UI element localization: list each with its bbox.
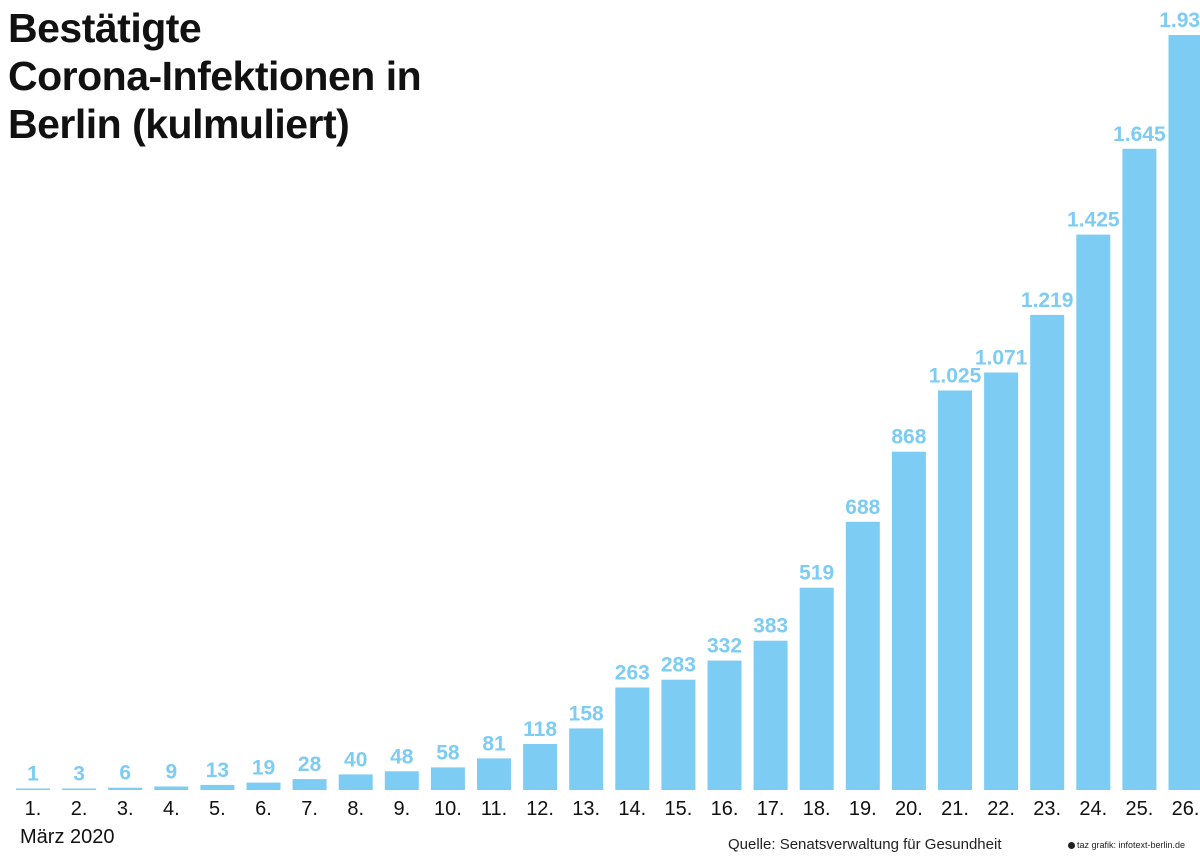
value-label-9: 48 <box>390 745 414 768</box>
bar-22 <box>984 372 1019 790</box>
bar-26 <box>1168 35 1200 790</box>
bar-4 <box>154 786 189 790</box>
value-label-5: 13 <box>206 759 229 782</box>
bar-21 <box>938 390 972 790</box>
bar-12 <box>523 744 558 790</box>
bullet-icon <box>1068 842 1075 850</box>
bar-3 <box>108 787 143 790</box>
x-tick-label-25: 25. <box>1125 798 1153 820</box>
x-tick-label-15: 15. <box>664 798 692 820</box>
value-label-21: 1.025 <box>929 365 982 388</box>
x-tick-label-26: 26. <box>1172 798 1200 820</box>
x-tick-label-13: 13. <box>572 798 600 820</box>
chart-title-line-3: Berlin (kulmuliert) <box>8 101 350 147</box>
bar-1 <box>16 788 50 790</box>
bar-8 <box>338 774 373 790</box>
value-label-10: 58 <box>436 741 460 764</box>
bar-20 <box>891 451 926 790</box>
bar-19 <box>845 521 880 790</box>
x-tick-label-11: 11. <box>481 798 507 820</box>
bar-5 <box>200 784 235 790</box>
x-tick-label-19: 19. <box>849 798 877 820</box>
bar-9 <box>384 771 419 790</box>
value-label-12: 118 <box>523 718 557 741</box>
chart-title-line-1: Bestätigte <box>8 5 202 51</box>
bar-24 <box>1076 234 1111 791</box>
x-tick-label-24: 24. <box>1079 798 1107 820</box>
bar-10 <box>430 767 465 790</box>
value-label-17: 383 <box>753 615 788 638</box>
bar-11 <box>477 758 511 790</box>
bar-16 <box>707 660 742 790</box>
bar-13 <box>569 728 604 790</box>
value-label-24: 1.425 <box>1067 209 1120 232</box>
x-tick-label-8: 8. <box>347 798 364 820</box>
x-tick-label-5: 5. <box>209 798 226 820</box>
bar-14 <box>615 687 650 790</box>
value-label-23: 1.219 <box>1021 289 1074 312</box>
x-tick-label-20: 20. <box>895 798 923 820</box>
x-tick-label-10: 10. <box>434 798 462 820</box>
x-tick-label-23: 23. <box>1033 798 1061 820</box>
chart-title-line-2: Corona-Infektionen in <box>8 53 422 99</box>
value-label-4: 9 <box>165 761 177 784</box>
bar-18 <box>799 587 834 790</box>
x-tick-label-2: 2. <box>71 798 88 820</box>
value-label-16: 332 <box>707 635 742 658</box>
bar-2 <box>62 788 97 790</box>
chart-title: Bestätigte Corona-Infektionen in Berlin … <box>8 4 422 148</box>
bar-6 <box>246 782 281 790</box>
x-axis-month-label: März 2020 <box>20 826 115 848</box>
x-tick-label-3: 3. <box>117 798 134 820</box>
x-tick-label-17: 17. <box>757 798 785 820</box>
credit-note: taz grafik: infotext-berlin.de <box>1068 840 1185 850</box>
value-label-13: 158 <box>569 702 604 725</box>
x-tick-label-12: 12. <box>526 798 554 820</box>
bars-group <box>16 35 1200 791</box>
value-label-8: 40 <box>344 748 367 771</box>
value-label-25: 1.645 <box>1113 123 1166 146</box>
bar-15 <box>661 679 696 790</box>
value-label-11: 81 <box>482 732 506 755</box>
value-label-7: 28 <box>298 753 322 776</box>
source-note: Quelle: Senatsverwaltung für Gesundheit <box>728 836 1002 853</box>
bar-17 <box>753 640 788 790</box>
bar-7 <box>292 779 327 790</box>
bar-23 <box>1030 314 1065 790</box>
x-tick-label-16: 16. <box>711 798 739 820</box>
value-label-6: 19 <box>252 757 275 780</box>
value-label-14: 263 <box>615 662 650 685</box>
x-tick-label-14: 14. <box>618 798 646 820</box>
value-label-1: 1 <box>27 763 39 786</box>
value-label-18: 519 <box>799 562 834 585</box>
value-label-22: 1.071 <box>975 347 1028 370</box>
value-label-15: 283 <box>661 654 696 677</box>
value-label-2: 3 <box>73 763 85 786</box>
x-tick-label-1: 1. <box>25 798 42 820</box>
x-tick-label-6: 6. <box>255 798 272 820</box>
x-tick-label-4: 4. <box>163 798 180 820</box>
value-label-26: 1.937 <box>1159 9 1200 32</box>
credit-text: taz grafik: infotext-berlin.de <box>1077 840 1186 850</box>
x-tick-label-9: 9. <box>393 798 410 820</box>
x-tick-label-18: 18. <box>803 798 831 820</box>
bar-25 <box>1122 148 1157 791</box>
x-tick-label-7: 7. <box>301 798 318 820</box>
value-label-3: 6 <box>119 762 131 785</box>
value-label-19: 688 <box>845 496 880 519</box>
x-tick-label-21: 21. <box>941 798 969 820</box>
x-tick-label-22: 22. <box>987 798 1015 820</box>
x-tick-labels-group: 1. 2. 3. 4. 5. 6. 7. 8. 9. 10. 11. 12. 13. 14. 15. 16. 1… <box>25 798 1200 820</box>
value-label-20: 868 <box>891 426 926 449</box>
